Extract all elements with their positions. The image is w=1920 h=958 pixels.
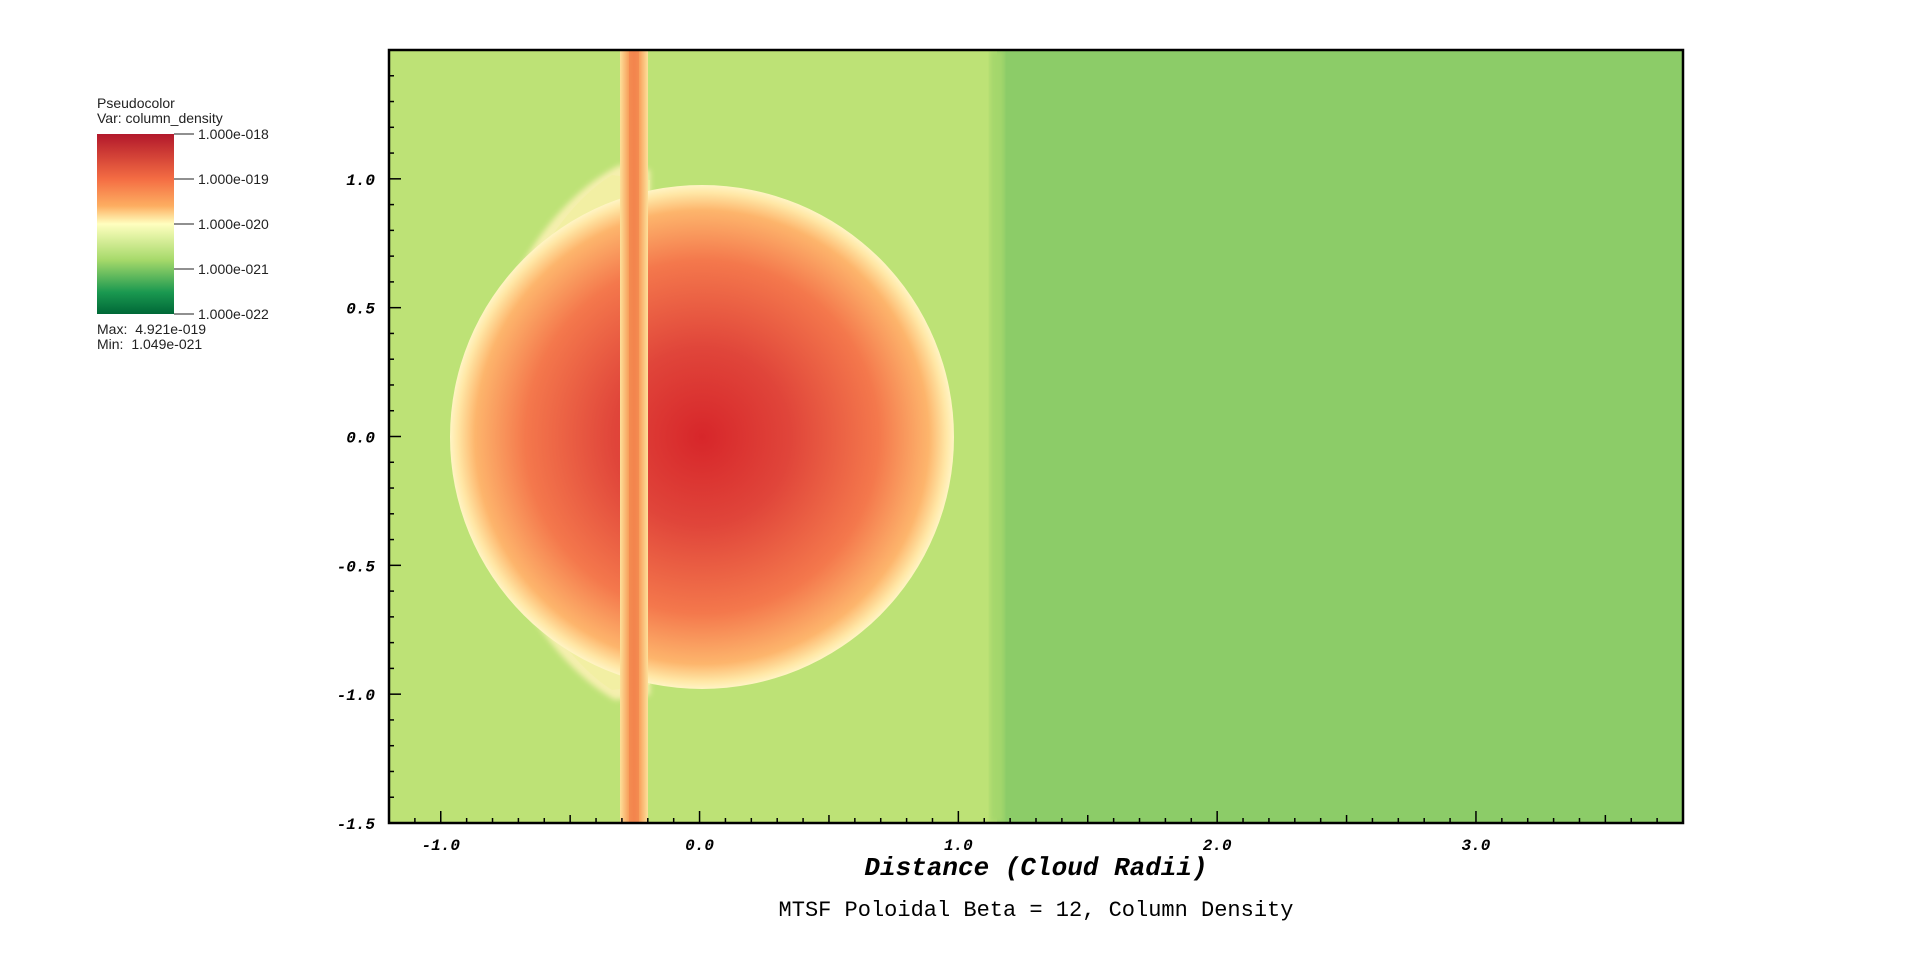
filament-core	[629, 50, 639, 823]
x-tick-label: 0.0	[685, 837, 714, 855]
legend-var: Var: column_density	[97, 110, 223, 126]
shock-front	[990, 50, 1004, 823]
colorbar-tick-label: 1.000e-019	[198, 171, 269, 187]
colorbar-ticks: 1.000e-018 1.000e-019 1.000e-020 1.000e-021…	[174, 126, 269, 322]
y-tick-label: -1.5	[337, 816, 376, 834]
colorbar-legend: Pseudocolor Var: column_density 1.000e-0…	[97, 95, 269, 352]
legend-title: Pseudocolor	[97, 95, 175, 111]
legend-max: Max: 4.921e-019	[97, 321, 206, 337]
y-tick-label: -1.0	[337, 687, 376, 705]
y-tick-label: 1.0	[346, 172, 375, 190]
x-tick-label: 1.0	[944, 837, 973, 855]
x-axis: -1.0 0.0 1.0 2.0 3.0	[388, 811, 1684, 855]
colorbar-tick-label: 1.000e-020	[198, 216, 269, 232]
colorbar-tick-label: 1.000e-018	[198, 126, 269, 142]
colorbar	[97, 134, 174, 314]
y-tick-label: 0.0	[346, 430, 375, 448]
plot-area	[389, 50, 1683, 823]
colorbar-tick-label: 1.000e-022	[198, 306, 269, 322]
x-axis-title: Distance (Cloud Radii)	[864, 853, 1207, 883]
colorbar-tick-label: 1.000e-021	[198, 261, 269, 277]
y-axis: 1.0 0.5 0.0 -0.5 -1.0 -1.5	[337, 49, 401, 834]
x-tick-label: 2.0	[1203, 837, 1232, 855]
cloud	[450, 185, 954, 689]
y-tick-label: 0.5	[346, 301, 375, 319]
chart-title: MTSF Poloidal Beta = 12, Column Density	[779, 898, 1294, 923]
x-tick-label: -1.0	[422, 837, 461, 855]
y-tick-label: -0.5	[337, 558, 376, 576]
legend-min: Min: 1.049e-021	[97, 336, 202, 352]
x-tick-label: 3.0	[1462, 837, 1491, 855]
background-right	[997, 50, 1683, 823]
